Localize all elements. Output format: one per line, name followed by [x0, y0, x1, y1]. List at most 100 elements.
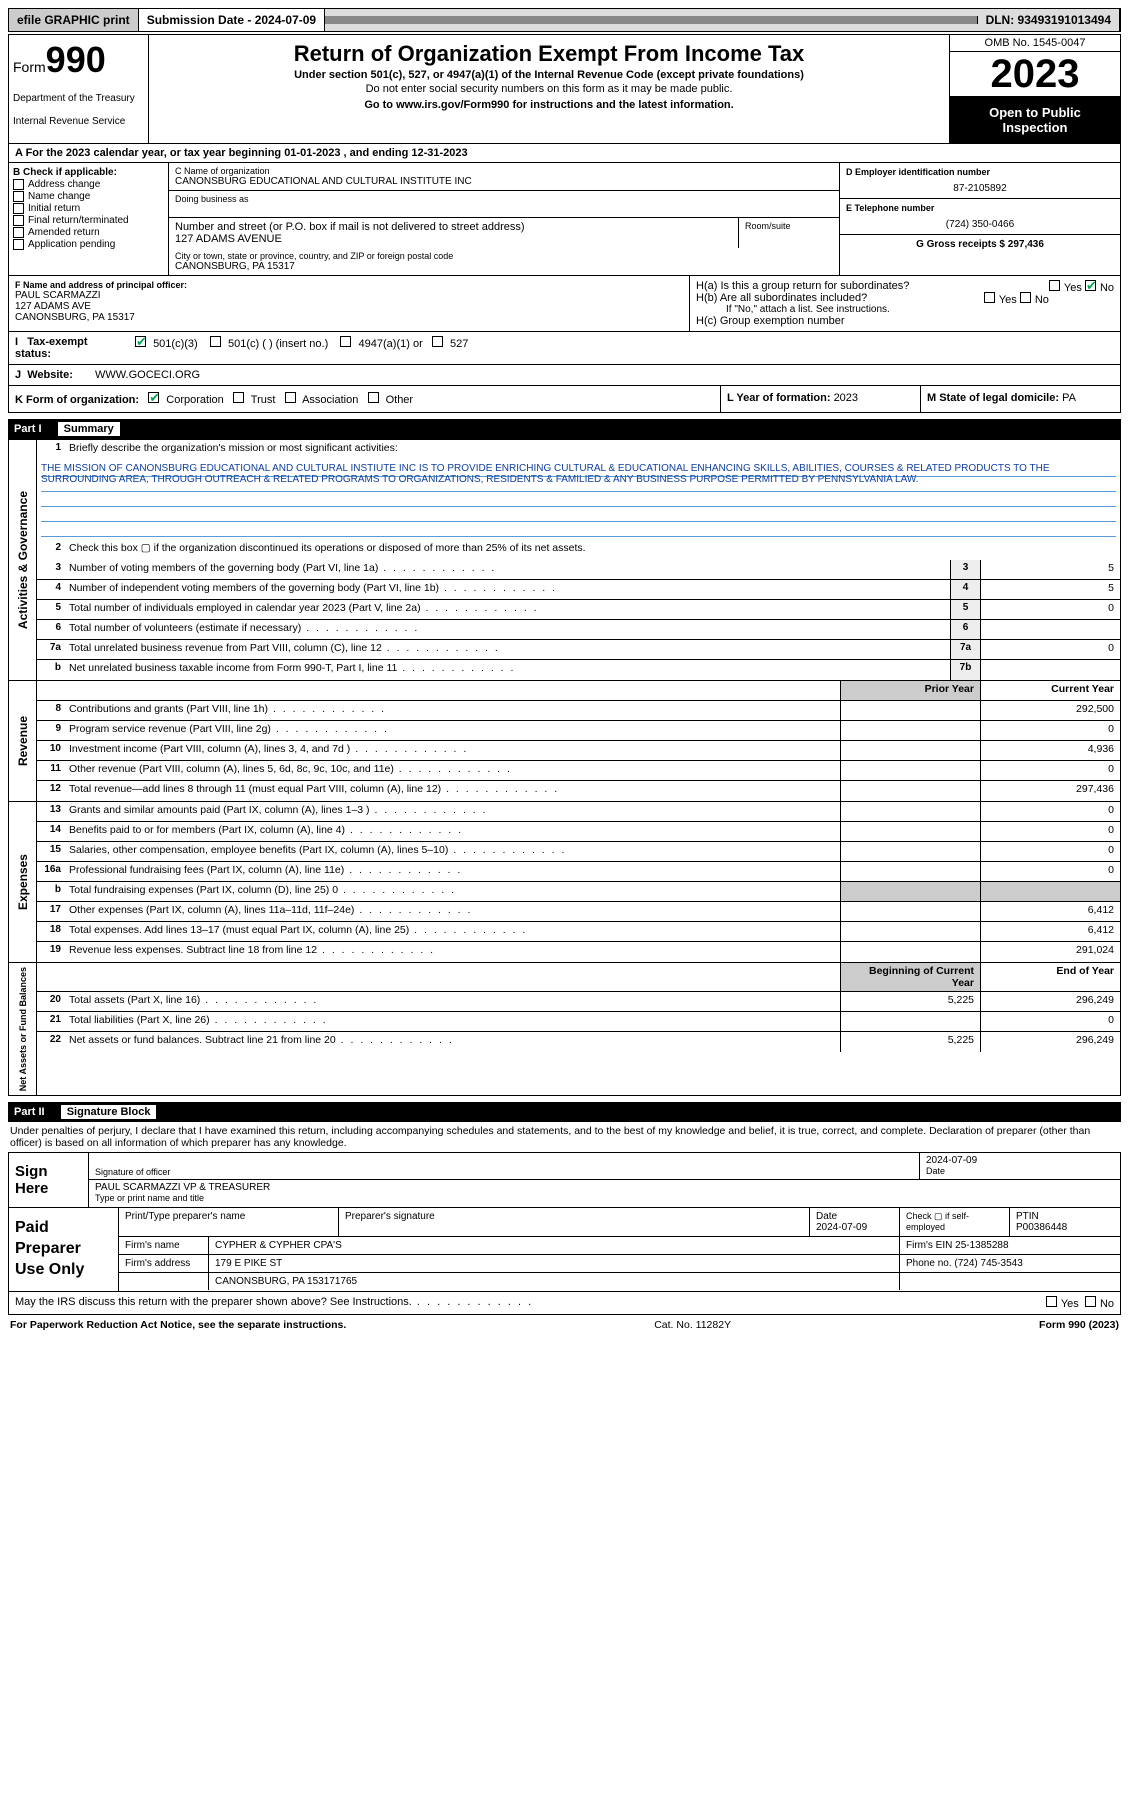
col-b-checkboxes: B Check if applicable: Address change Na…: [9, 163, 169, 275]
mission-text: THE MISSION OF CANONSBURG EDUCATIONAL AN…: [41, 463, 1116, 477]
chk-527[interactable]: [432, 336, 443, 347]
omb-number: OMB No. 1545-0047: [950, 35, 1120, 52]
summary-row: bTotal fundraising expenses (Part IX, co…: [37, 882, 1120, 902]
org-address: 127 ADAMS AVENUE: [175, 233, 732, 245]
firm-name: CYPHER & CYPHER CPA'S: [209, 1237, 900, 1254]
chk-app-pending[interactable]: [13, 239, 24, 250]
state-domicile: PA: [1062, 392, 1076, 404]
side-net-assets: Net Assets or Fund Balances: [16, 963, 30, 1095]
row-klm: K Form of organization: Corporation Trus…: [9, 386, 1120, 412]
side-expenses: Expenses: [14, 850, 32, 914]
line-a-tax-year: A For the 2023 calendar year, or tax yea…: [8, 144, 1121, 163]
chk-address-change[interactable]: [13, 179, 24, 190]
chk-501c3[interactable]: [135, 336, 146, 347]
form-number: Form990: [13, 39, 144, 81]
summary-table: Activities & Governance 1Briefly describ…: [8, 439, 1121, 1096]
org-name: CANONSBURG EDUCATIONAL AND CULTURAL INST…: [175, 176, 833, 187]
summary-row: 17Other expenses (Part IX, column (A), l…: [37, 902, 1120, 922]
paid-preparer-block: Paid Preparer Use Only Print/Type prepar…: [8, 1208, 1121, 1291]
ein: 87-2105892: [846, 183, 1114, 194]
chk-initial-return[interactable]: [13, 203, 24, 214]
chk-final-return[interactable]: [13, 215, 24, 226]
summary-row: 3Number of voting members of the governi…: [37, 560, 1120, 580]
chk-discuss-no[interactable]: [1085, 1296, 1096, 1307]
summary-row: 19Revenue less expenses. Subtract line 1…: [37, 942, 1120, 962]
phone: (724) 350-0466: [846, 219, 1114, 230]
firm-ein: 25-1385288: [955, 1240, 1008, 1251]
sig-date: 2024-07-09: [926, 1155, 1114, 1166]
chk-ha-yes[interactable]: [1049, 280, 1060, 291]
summary-row: 16aProfessional fundraising fees (Part I…: [37, 862, 1120, 882]
part1-header: Part I Summary: [8, 419, 1121, 439]
row-i-tax-status: I Tax-exempt status: 501(c)(3) 501(c) ( …: [9, 332, 1120, 365]
firm-phone: (724) 745-3543: [954, 1258, 1022, 1269]
summary-row: 5Total number of individuals employed in…: [37, 600, 1120, 620]
summary-row: 8Contributions and grants (Part VIII, li…: [37, 701, 1120, 721]
year-formation: 2023: [834, 392, 858, 404]
chk-501c[interactable]: [210, 336, 221, 347]
sign-here-block: Sign Here Signature of officer 2024-07-0…: [8, 1152, 1121, 1208]
topbar: efile GRAPHIC print Submission Date - 20…: [8, 8, 1121, 32]
form-subtitle-1: Under section 501(c), 527, or 4947(a)(1)…: [155, 69, 943, 81]
summary-row: 12Total revenue—add lines 8 through 11 (…: [37, 781, 1120, 801]
side-governance: Activities & Governance: [14, 487, 32, 633]
irs-discuss-row: May the IRS discuss this return with the…: [8, 1292, 1121, 1315]
tax-year: 2023: [950, 52, 1120, 97]
firm-address: 179 E PIKE ST: [209, 1255, 900, 1272]
summary-row: 10Investment income (Part VIII, column (…: [37, 741, 1120, 761]
ptin: P00386448: [1016, 1222, 1114, 1233]
chk-name-change[interactable]: [13, 191, 24, 202]
summary-row: 22Net assets or fund balances. Subtract …: [37, 1032, 1120, 1052]
form-subtitle-2: Do not enter social security numbers on …: [155, 83, 943, 95]
page-footer: For Paperwork Reduction Act Notice, see …: [8, 1315, 1121, 1335]
chk-discuss-yes[interactable]: [1046, 1296, 1057, 1307]
part2-header: Part II Signature Block: [8, 1102, 1121, 1122]
summary-row: 18Total expenses. Add lines 13–17 (must …: [37, 922, 1120, 942]
summary-row: 13Grants and similar amounts paid (Part …: [37, 802, 1120, 822]
form-header: Form990 Department of the Treasury Inter…: [8, 34, 1121, 144]
summary-row: 6Total number of volunteers (estimate if…: [37, 620, 1120, 640]
summary-row: 15Salaries, other compensation, employee…: [37, 842, 1120, 862]
summary-row: 20Total assets (Part X, line 16)5,225296…: [37, 992, 1120, 1012]
submission-date: Submission Date - 2024-07-09: [139, 9, 325, 31]
col-c-org-info: C Name of organizationCANONSBURG EDUCATI…: [169, 163, 840, 275]
officer-name: PAUL SCARMAZZI: [15, 290, 683, 301]
chk-other[interactable]: [368, 392, 379, 403]
irs-label: Internal Revenue Service: [13, 116, 144, 127]
prep-date: 2024-07-09: [816, 1222, 893, 1233]
chk-ha-no[interactable]: [1085, 280, 1096, 291]
block-b-g: B Check if applicable: Address change Na…: [8, 163, 1121, 276]
row-f-h: F Name and address of principal officer:…: [9, 276, 1120, 332]
summary-row: 9Program service revenue (Part VIII, lin…: [37, 721, 1120, 741]
open-public-badge: Open to Public Inspection: [950, 97, 1120, 143]
form-title: Return of Organization Exempt From Incom…: [155, 41, 943, 67]
summary-row: 7aTotal unrelated business revenue from …: [37, 640, 1120, 660]
row-j-website: J Website: WWW.GOCECI.ORG: [9, 365, 1120, 386]
form-instructions-link: Go to www.irs.gov/Form990 for instructio…: [155, 99, 943, 111]
irs-link[interactable]: www.irs.gov/Form990: [396, 99, 509, 111]
chk-assoc[interactable]: [285, 392, 296, 403]
officer-addr1: 127 ADAMS AVE: [15, 301, 683, 312]
officer-sig-name: PAUL SCARMAZZI VP & TREASURER: [95, 1182, 1114, 1193]
dln: DLN: 93493191013494: [978, 9, 1120, 31]
summary-row: 4Number of independent voting members of…: [37, 580, 1120, 600]
officer-addr2: CANONSBURG, PA 15317: [15, 312, 683, 323]
chk-corp[interactable]: [148, 392, 159, 403]
summary-row: 11Other revenue (Part VIII, column (A), …: [37, 761, 1120, 781]
col-de: D Employer identification number87-21058…: [840, 163, 1120, 275]
dept-treasury: Department of the Treasury: [13, 93, 144, 104]
perjury-declaration: Under penalties of perjury, I declare th…: [8, 1122, 1121, 1152]
chk-trust[interactable]: [233, 392, 244, 403]
summary-row: bNet unrelated business taxable income f…: [37, 660, 1120, 680]
chk-hb-yes[interactable]: [984, 292, 995, 303]
gross-receipts: G Gross receipts $ 297,436: [916, 239, 1044, 250]
summary-row: 21Total liabilities (Part X, line 26)0: [37, 1012, 1120, 1032]
org-city: CANONSBURG, PA 15317: [175, 261, 833, 272]
chk-hb-no[interactable]: [1020, 292, 1031, 303]
chk-4947[interactable]: [340, 336, 351, 347]
print-button[interactable]: efile GRAPHIC print: [9, 9, 139, 31]
side-revenue: Revenue: [14, 712, 32, 770]
summary-row: 14Benefits paid to or for members (Part …: [37, 822, 1120, 842]
chk-amended[interactable]: [13, 227, 24, 238]
website-url[interactable]: WWW.GOCECI.ORG: [89, 365, 206, 385]
